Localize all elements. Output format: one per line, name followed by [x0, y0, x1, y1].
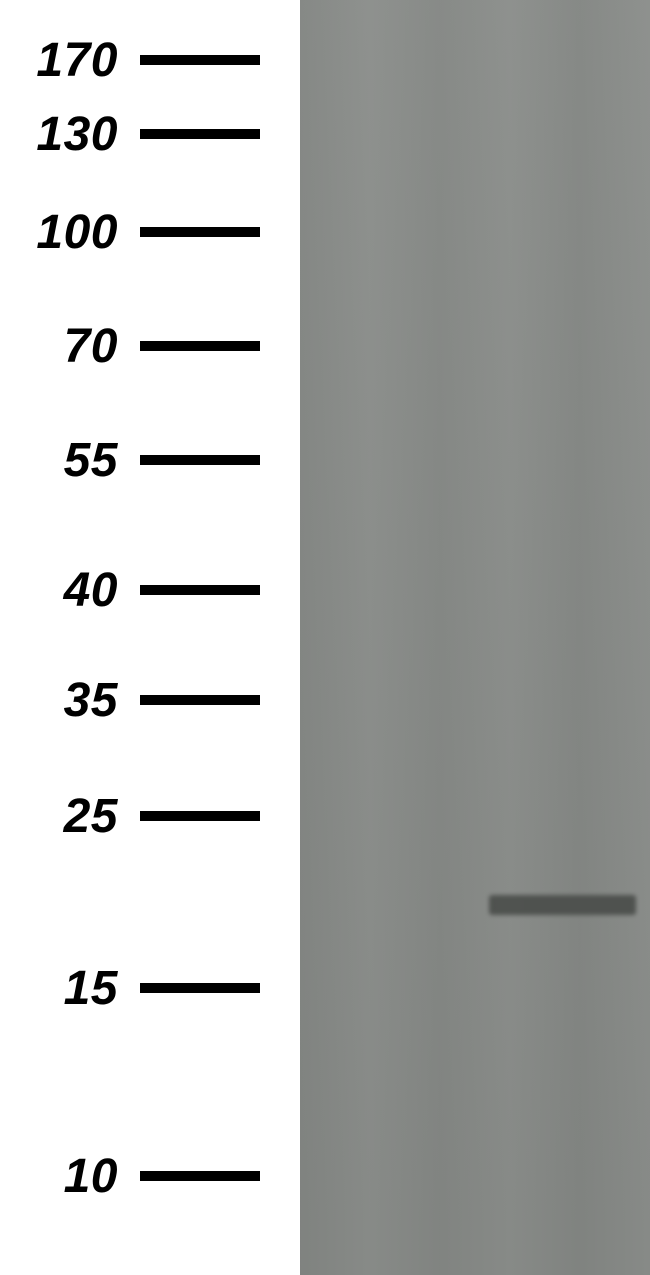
lane-1	[300, 0, 475, 1275]
mw-marker-label: 15	[0, 961, 140, 1016]
mw-marker-40: 40	[0, 580, 260, 600]
mw-marker-170: 170	[0, 50, 260, 70]
mw-marker-label: 25	[0, 789, 140, 844]
mw-marker-tick	[140, 55, 260, 65]
mw-marker-130: 130	[0, 124, 260, 144]
mw-marker-55: 55	[0, 450, 260, 470]
mw-marker-label: 170	[0, 33, 140, 88]
mw-marker-tick	[140, 695, 260, 705]
mw-marker-tick	[140, 585, 260, 595]
mw-marker-label: 40	[0, 563, 140, 618]
mw-marker-label: 35	[0, 673, 140, 728]
mw-marker-25: 25	[0, 806, 260, 826]
mw-marker-tick	[140, 811, 260, 821]
blot-membrane	[300, 0, 650, 1275]
mw-marker-100: 100	[0, 222, 260, 242]
mw-marker-tick	[140, 455, 260, 465]
mw-marker-tick	[140, 983, 260, 993]
mw-marker-tick	[140, 1171, 260, 1181]
mw-marker-label: 70	[0, 319, 140, 374]
mw-marker-tick	[140, 227, 260, 237]
molecular-weight-ladder: 170 130 100 70 55 40 35 25 15 10	[0, 0, 300, 1275]
mw-marker-label: 10	[0, 1149, 140, 1204]
mw-marker-tick	[140, 129, 260, 139]
band-lane2-20kDa	[489, 895, 636, 915]
mw-marker-label: 100	[0, 205, 140, 260]
mw-marker-10: 10	[0, 1166, 260, 1186]
mw-marker-label: 55	[0, 433, 140, 488]
mw-marker-tick	[140, 341, 260, 351]
mw-marker-label: 130	[0, 107, 140, 162]
mw-marker-70: 70	[0, 336, 260, 356]
mw-marker-15: 15	[0, 978, 260, 998]
mw-marker-35: 35	[0, 690, 260, 710]
lane-2	[475, 0, 650, 1275]
western-blot-figure: 170 130 100 70 55 40 35 25 15 10	[0, 0, 650, 1275]
